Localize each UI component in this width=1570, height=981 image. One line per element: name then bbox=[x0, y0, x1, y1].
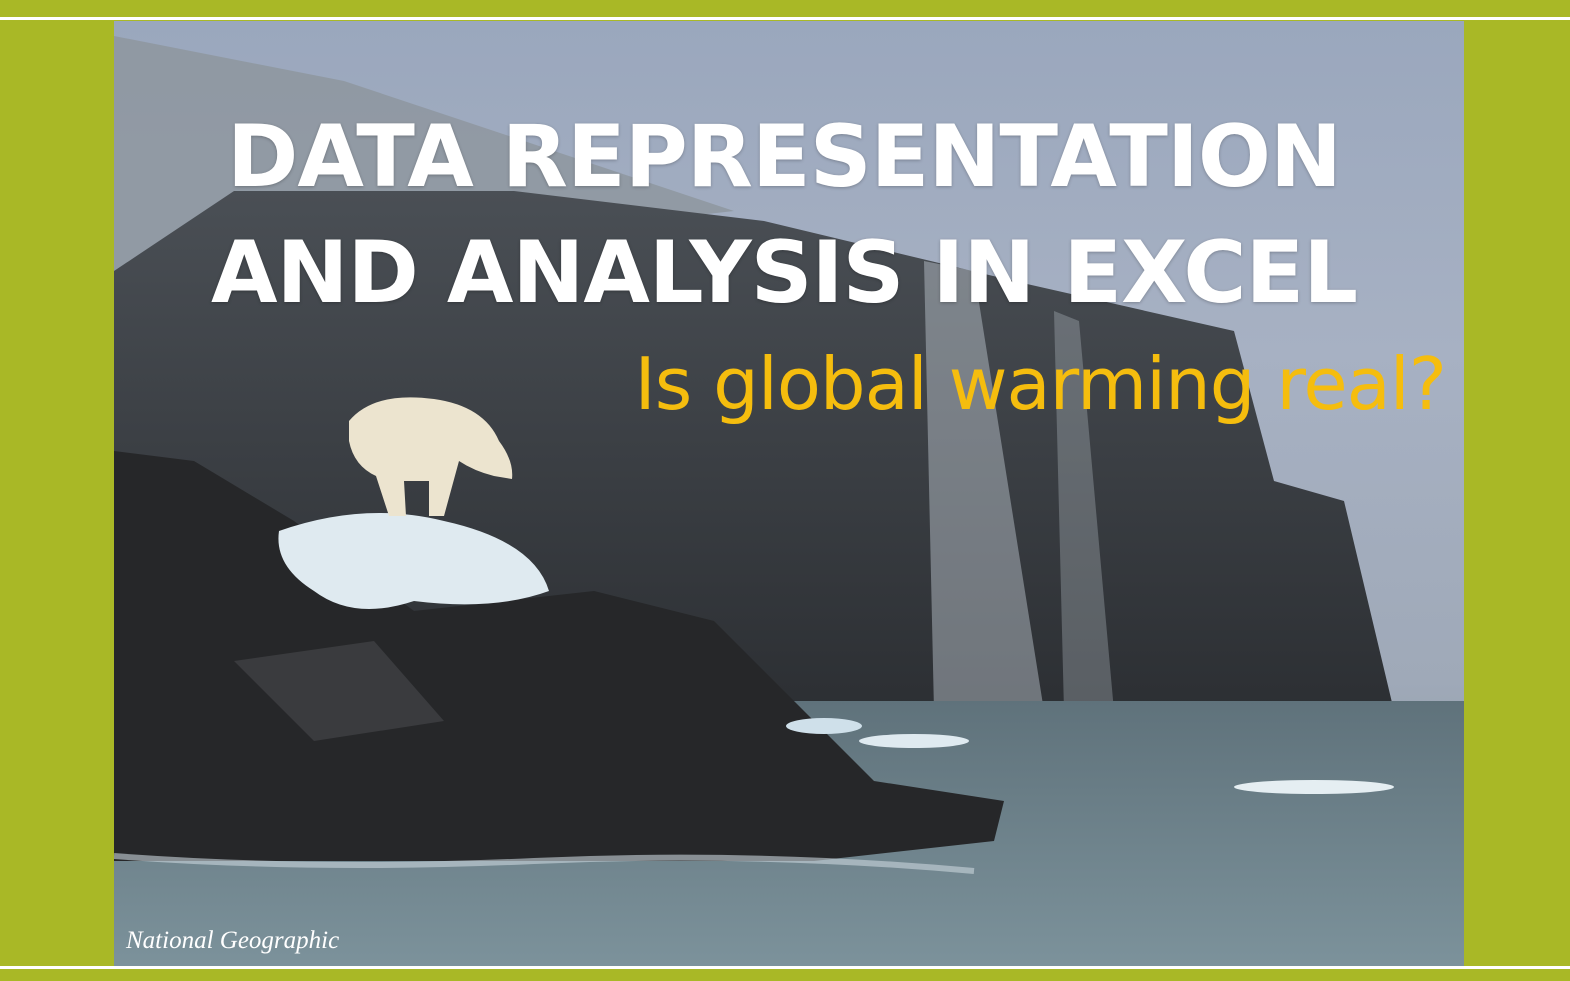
surf bbox=[114, 853, 975, 874]
waterfall-2 bbox=[1054, 311, 1114, 711]
bottom-rule bbox=[0, 966, 1570, 969]
slide-subtitle: Is global warming real? bbox=[634, 342, 1447, 426]
rocks-highlight bbox=[234, 641, 444, 741]
slide-title: DATA REPRESENTATION AND ANALYSIS IN EXCE… bbox=[154, 99, 1414, 331]
title-line-2: AND ANALYSIS IN EXCEL bbox=[210, 223, 1358, 323]
waterfall bbox=[924, 261, 1044, 711]
photo-credit: National Geographic bbox=[126, 927, 340, 954]
ice-small-2 bbox=[859, 734, 969, 748]
ice-floe bbox=[278, 513, 549, 609]
background-photo: DATA REPRESENTATION AND ANALYSIS IN EXCE… bbox=[114, 21, 1464, 966]
arctic-cliff-illustration bbox=[114, 36, 1464, 966]
top-rule bbox=[0, 17, 1570, 20]
title-line-1: DATA REPRESENTATION bbox=[227, 107, 1342, 207]
polar-bear bbox=[349, 397, 513, 516]
ice-small-3 bbox=[786, 718, 862, 734]
ice-small bbox=[1234, 780, 1394, 794]
